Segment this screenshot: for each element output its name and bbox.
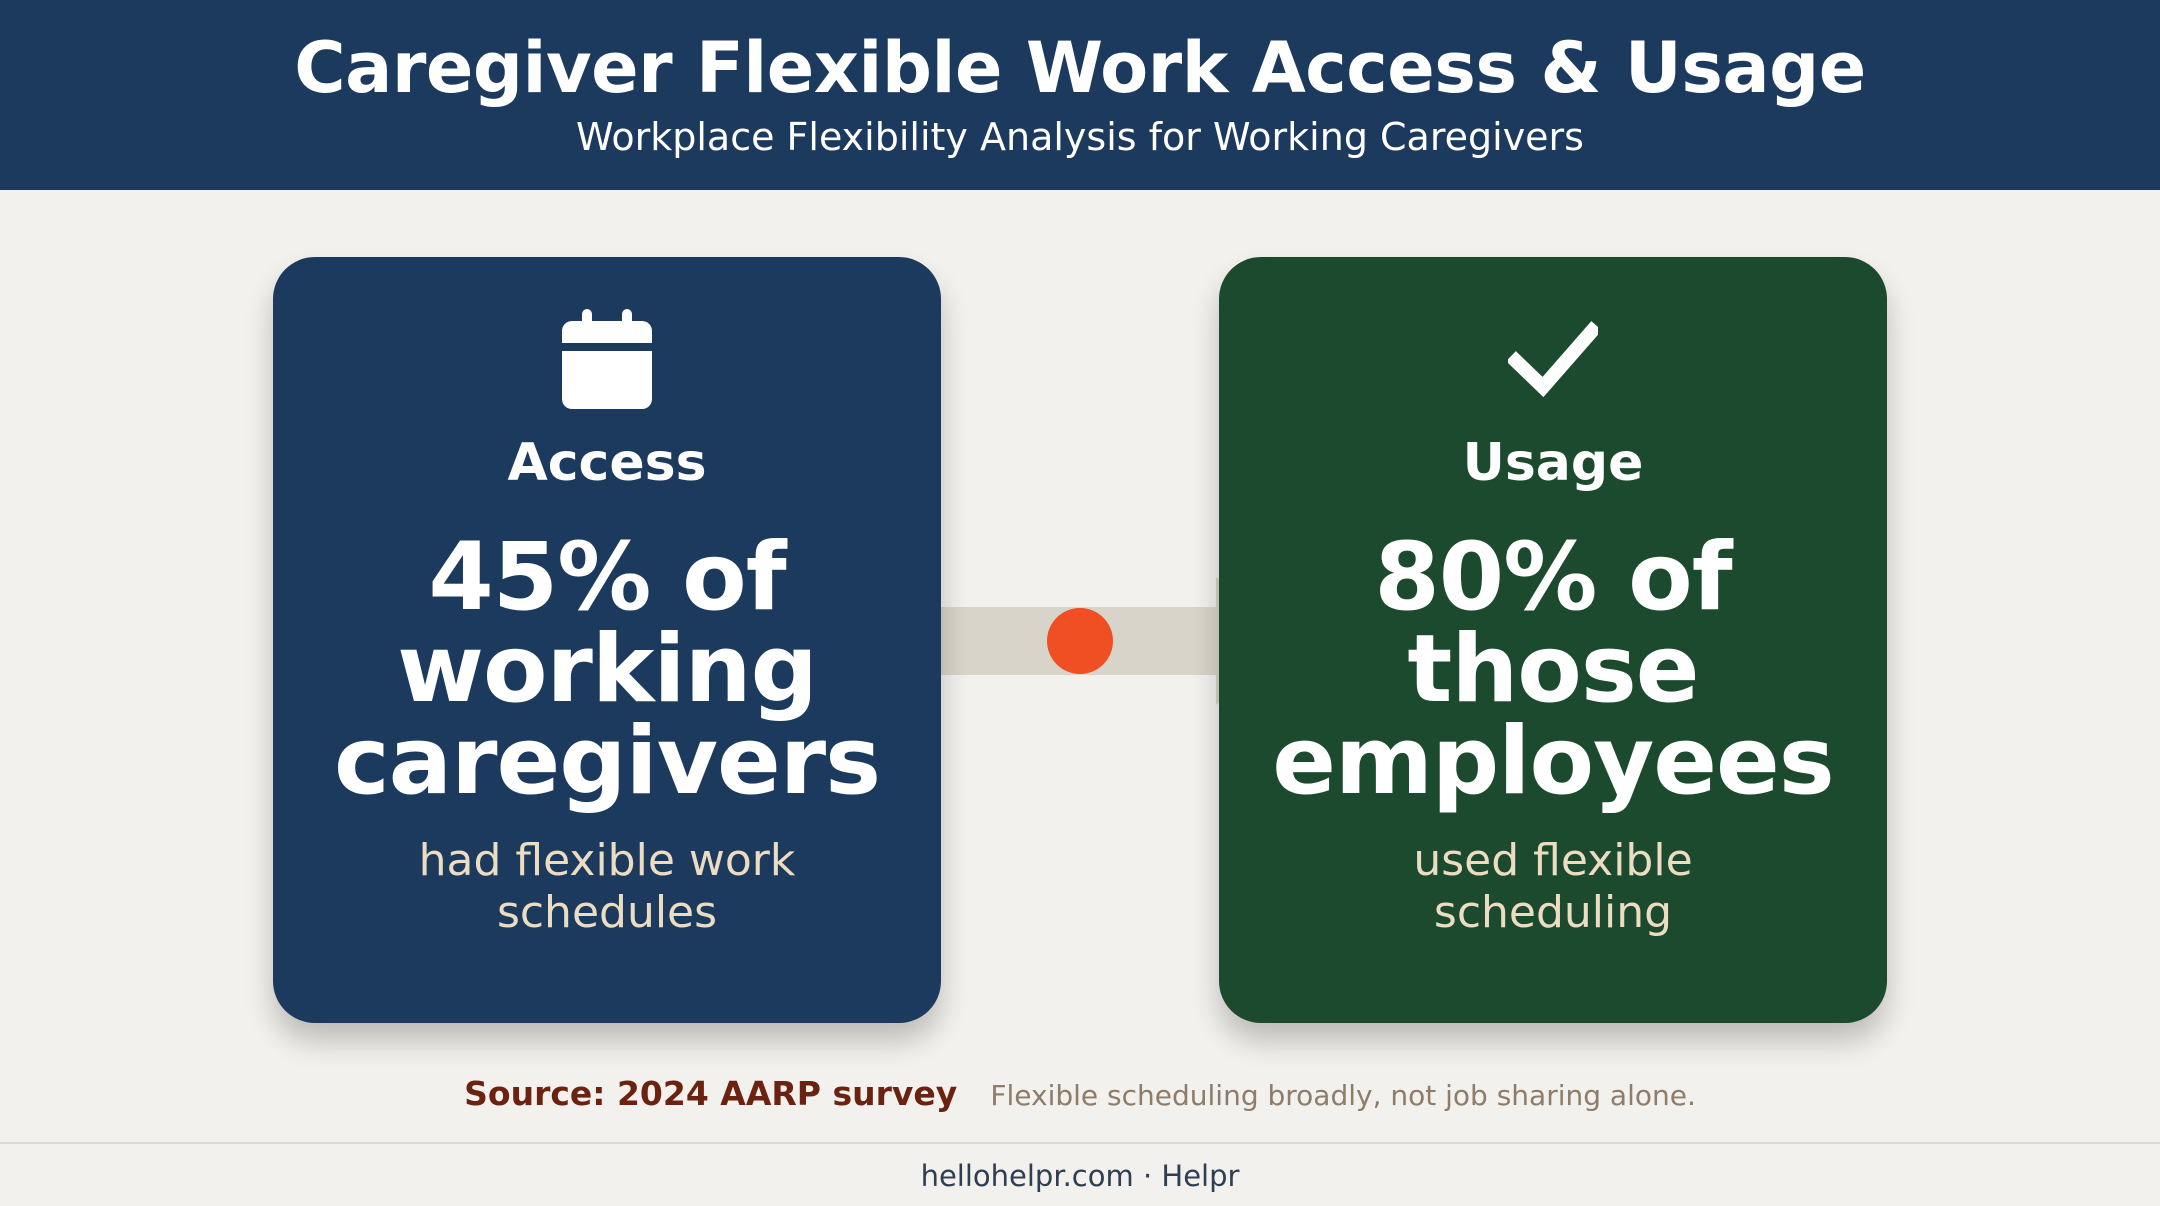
access-stat-line: working bbox=[397, 615, 818, 724]
page-title: Caregiver Flexible Work Access & Usage bbox=[294, 27, 1866, 109]
connector-arrow bbox=[941, 577, 1291, 705]
access-stat: 45% of working caregivers bbox=[273, 523, 941, 816]
source-note: Flexible scheduling broadly, not job sha… bbox=[990, 1079, 1696, 1112]
access-heading: Access bbox=[507, 433, 707, 493]
access-card: Access 45% of working caregivers had fle… bbox=[273, 257, 941, 1023]
access-stat-line: 45% of bbox=[428, 523, 786, 632]
footer-divider bbox=[0, 1142, 2160, 1144]
usage-description: used flexible scheduling bbox=[1259, 835, 1847, 939]
source-label: Source: 2024 AARP survey bbox=[464, 1074, 958, 1113]
usage-heading: Usage bbox=[1462, 433, 1644, 493]
header-banner: Caregiver Flexible Work Access & Usage W… bbox=[0, 0, 2160, 190]
access-stat-line: caregivers bbox=[333, 707, 881, 816]
access-to-usage-connector bbox=[941, 577, 1291, 705]
usage-stat-line: employees bbox=[1272, 707, 1835, 816]
page-subtitle: Workplace Flexibility Analysis for Worki… bbox=[576, 115, 1584, 159]
usage-stat-line: 80% of bbox=[1374, 523, 1732, 632]
source-footnote: Source: 2024 AARP survey Flexible schedu… bbox=[0, 1074, 2160, 1113]
usage-description-line: used flexible bbox=[1413, 835, 1693, 886]
access-description-line: had flexible work bbox=[418, 835, 796, 886]
usage-description-line: scheduling bbox=[1433, 887, 1673, 938]
usage-card: Usage 80% of those employees used flexib… bbox=[1219, 257, 1887, 1023]
usage-stat: 80% of those employees bbox=[1219, 523, 1887, 816]
usage-stat-line: those bbox=[1407, 615, 1699, 724]
checkmark-icon bbox=[1508, 321, 1598, 398]
access-description: had flexible work schedules bbox=[313, 835, 901, 939]
connector-dot bbox=[1047, 608, 1113, 674]
footer-credit[interactable]: hellohelpr.com · Helpr bbox=[920, 1159, 1240, 1193]
calendar-icon bbox=[562, 309, 652, 409]
access-description-line: schedules bbox=[496, 887, 718, 938]
arrow-right-icon bbox=[941, 577, 1291, 705]
